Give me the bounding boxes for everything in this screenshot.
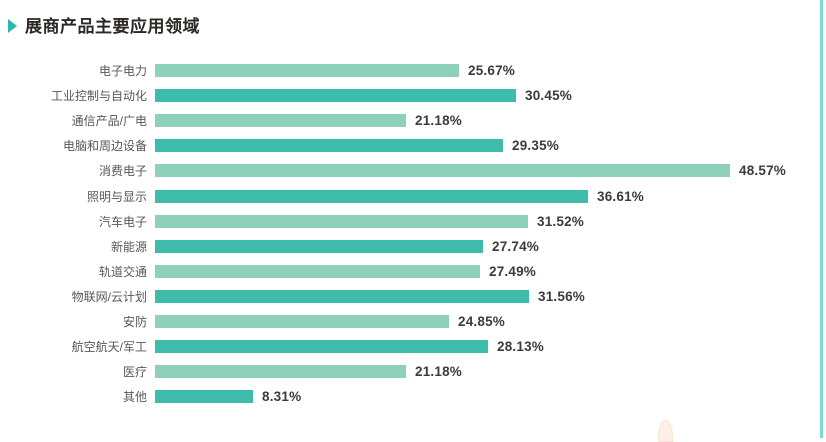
chart-row: 工业控制与自动化 30.45% — [0, 83, 780, 108]
chart-row: 汽车电子 31.52% — [0, 209, 780, 234]
bar-track: 30.45% — [155, 88, 572, 103]
value-label: 8.31% — [262, 389, 302, 405]
category-label: 消费电子 — [98, 164, 147, 179]
bar-track: 27.74% — [155, 239, 539, 254]
category-label: 工业控制与自动化 — [50, 89, 147, 104]
category-label: 物联网/云计划 — [71, 289, 147, 304]
value-label: 21.18% — [415, 113, 462, 129]
bar-track: 24.85% — [155, 314, 505, 329]
value-label: 30.45% — [525, 88, 572, 104]
value-label: 31.52% — [537, 213, 584, 229]
bar — [155, 214, 528, 228]
chart-row: 电脑和周边设备 29.35% — [0, 133, 780, 158]
value-label: 24.85% — [458, 313, 505, 329]
chart-row: 电子电力 25.67% — [0, 58, 780, 83]
chart-row: 安防 24.85% — [0, 309, 780, 334]
bar-track: 21.18% — [155, 364, 462, 379]
category-label: 电子电力 — [98, 64, 147, 79]
bar-track: 25.67% — [155, 63, 515, 78]
bar — [155, 139, 503, 153]
bar — [155, 189, 588, 203]
value-label: 48.57% — [739, 163, 786, 179]
category-label: 安防 — [122, 314, 147, 329]
chart-row: 轨道交通 27.49% — [0, 259, 780, 284]
value-label: 25.67% — [468, 63, 515, 79]
bar — [155, 289, 529, 303]
bar — [155, 365, 406, 379]
category-label: 其他 — [122, 390, 147, 405]
category-label: 轨道交通 — [98, 264, 147, 279]
decorative-shape — [658, 420, 673, 442]
category-label: 汽车电子 — [98, 214, 147, 229]
bar — [155, 314, 449, 328]
page-edge-line — [820, 0, 823, 438]
value-label: 31.56% — [538, 288, 585, 304]
chart-row: 照明与显示 36.61% — [0, 183, 780, 208]
value-label: 29.35% — [512, 138, 559, 154]
bar-track: 48.57% — [155, 163, 786, 178]
bar — [155, 239, 483, 253]
bar — [155, 390, 253, 404]
value-label: 27.74% — [492, 238, 539, 254]
bar-track: 28.13% — [155, 339, 544, 354]
bar — [155, 264, 480, 278]
bar-track: 31.56% — [155, 289, 585, 304]
bar-track: 21.18% — [155, 113, 462, 128]
category-label: 新能源 — [110, 239, 147, 254]
chart-row: 物联网/云计划 31.56% — [0, 284, 780, 309]
bar-chart: 电子电力 25.67% 工业控制与自动化 30.45% 通信产品/广电 21.18% 电脑和… — [0, 58, 786, 409]
category-label: 通信产品/广电 — [71, 114, 147, 129]
value-label: 21.18% — [415, 364, 462, 380]
bar-track: 36.61% — [155, 189, 644, 204]
chart-row: 航空航天/军工 28.13% — [0, 334, 780, 359]
bar-track: 8.31% — [155, 389, 301, 404]
category-label: 航空航天/军工 — [71, 340, 147, 355]
category-label: 医疗 — [122, 365, 147, 380]
bar-track: 29.35% — [155, 138, 559, 153]
value-label: 36.61% — [597, 188, 644, 204]
bar — [155, 340, 488, 354]
category-label: 照明与显示 — [86, 189, 147, 204]
bar-track: 31.52% — [155, 214, 584, 229]
chart-row: 医疗 21.18% — [0, 359, 780, 384]
chart-row: 通信产品/广电 21.18% — [0, 108, 780, 133]
chart-row: 其他 8.31% — [0, 384, 780, 409]
bar-track: 27.49% — [155, 264, 536, 279]
chart-row: 消费电子 48.57% — [0, 158, 786, 183]
bar — [155, 89, 516, 103]
page-title: 展商产品主要应用领域 — [25, 17, 200, 36]
category-label: 电脑和周边设备 — [62, 139, 147, 154]
bar — [155, 64, 459, 78]
bar — [155, 164, 730, 178]
page-header: 展商产品主要应用领域 — [8, 12, 200, 37]
title-triangle-icon — [8, 18, 17, 33]
value-label: 27.49% — [489, 263, 536, 279]
value-label: 28.13% — [497, 339, 544, 355]
chart-row: 新能源 27.74% — [0, 234, 780, 259]
bar — [155, 114, 406, 128]
